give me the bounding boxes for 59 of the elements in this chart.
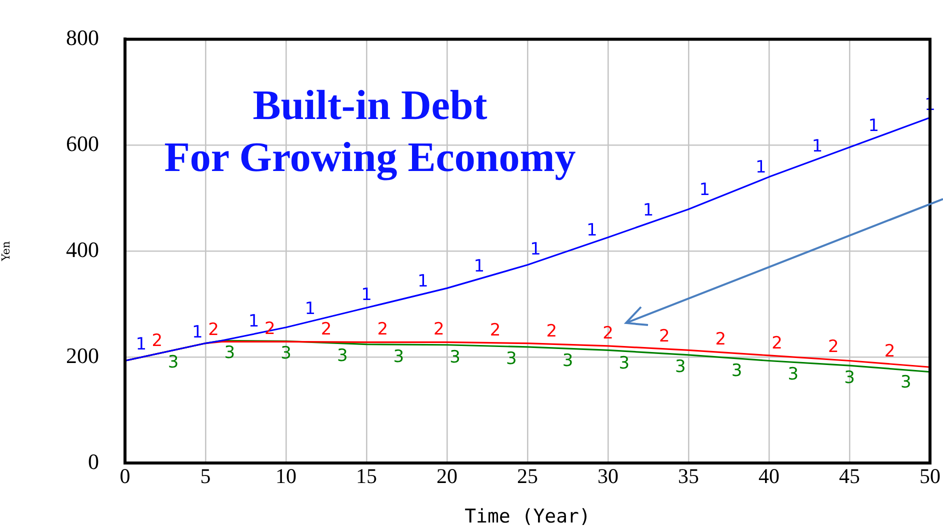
- text: 2: [320, 319, 332, 340]
- text: 3: [844, 368, 855, 388]
- x-tick-label: 0: [120, 464, 130, 488]
- y-tick-label: 800: [66, 24, 99, 50]
- text: 2: [208, 320, 219, 340]
- text: 1: [304, 298, 316, 319]
- text: 1: [192, 322, 203, 342]
- text: 2: [772, 333, 782, 354]
- x-tick-label: 15: [356, 464, 377, 488]
- text: 2: [884, 341, 896, 362]
- text: Built-in Debt For Growing Economy: [163, 82, 577, 183]
- x-tick-label: 20: [436, 464, 458, 488]
- text: 1: [248, 311, 260, 332]
- text: 1: [530, 240, 541, 260]
- text: 3: [562, 350, 574, 371]
- y-axis-title: Yen: [0, 241, 12, 262]
- text: 2: [434, 320, 444, 340]
- text: 1: [474, 256, 485, 276]
- text: 3: [450, 348, 460, 368]
- x-axis-title: Time (Year): [464, 506, 590, 528]
- text: 3: [280, 344, 292, 364]
- x-tick-label: 25: [517, 464, 538, 488]
- text: 3: [336, 346, 348, 366]
- series-label: 1: [756, 158, 766, 178]
- text: 1: [812, 136, 823, 157]
- text: 1: [868, 116, 880, 136]
- text: 1: [642, 200, 654, 221]
- text: 3: [506, 348, 517, 369]
- text: 1: [136, 334, 147, 355]
- text: 3: [788, 364, 799, 385]
- text: 2: [490, 320, 501, 340]
- text: 2: [377, 320, 388, 340]
- x-tick-label: 50: [920, 464, 940, 488]
- text: 2: [602, 323, 614, 344]
- y-tick-label: 400: [66, 236, 99, 262]
- text: 3: [618, 354, 630, 374]
- x-tick-label: 45: [839, 464, 860, 488]
- x-tick-label: 40: [758, 464, 780, 488]
- text: 1: [361, 285, 372, 306]
- text: 2: [658, 326, 670, 346]
- text: 1: [586, 220, 598, 240]
- text: 3: [224, 343, 236, 364]
- text: 2: [546, 321, 558, 342]
- text: 3: [731, 360, 742, 381]
- text: 1: [699, 180, 710, 200]
- x-tick-label: 35: [678, 464, 699, 488]
- y-tick-label: 600: [66, 130, 99, 156]
- text: 3: [393, 346, 404, 367]
- text: 1: [417, 271, 428, 292]
- y-tick-label: 200: [66, 342, 99, 368]
- text: 2: [715, 330, 726, 350]
- text: 3: [675, 356, 686, 377]
- series-label: 2: [152, 331, 163, 352]
- series-label: 3: [168, 352, 179, 373]
- text: 3: [900, 372, 912, 392]
- x-tick-label: 30: [598, 464, 618, 488]
- x-tick-label: 5: [200, 464, 211, 488]
- text: 2: [828, 337, 839, 358]
- x-tick-label: 10: [276, 464, 296, 488]
